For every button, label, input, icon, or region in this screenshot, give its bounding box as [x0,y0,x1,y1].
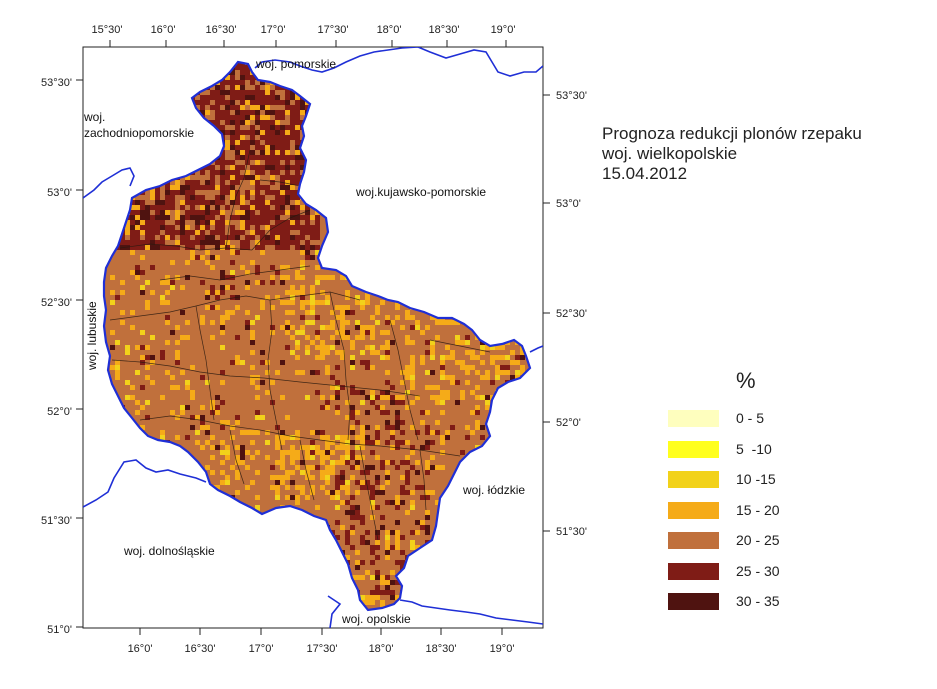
neighbour-boundaries [83,47,543,628]
top-axis-label: 19°0' [491,24,516,36]
top-axis-label: 17°30' [318,24,349,36]
legend-label: 25 - 30 [736,562,780,579]
legend-label: 30 - 35 [736,593,780,609]
bottom-axis-label: 18°30' [426,643,457,655]
bottom-axis-label: 16°0' [128,643,153,655]
legend-item: 15 - 20 [668,501,868,520]
boundary-west-north [83,167,135,199]
legend-swatch [668,562,719,580]
right-axis-labels: 53°30' 53°0' 52°30' 52°0' 51°30' [556,90,587,538]
bottom-axis-label: 17°30' [307,643,338,655]
title-line-1: Prognoza redukcji plonów rzepaku [602,124,862,143]
legend-item: 5 -10 [668,440,868,459]
top-axis-label: 18°0' [377,24,402,36]
left-axis-label: 51°30' [41,515,72,527]
legend-swatch [668,440,719,458]
title-line-2: woj. wielkopolskie [602,144,738,163]
region-label-kujawsko-pomorskie: woj.kujawsko-pomorskie [355,185,486,199]
left-axis-label: 52°0' [47,406,72,418]
boundary-west-south [83,459,207,508]
legend-swatch [668,471,719,488]
bottom-axis-label: 19°0' [490,643,515,655]
top-axis-labels: 15°30' 16°0' 16°30' 17°0' 17°30' 18°0' 18°30' 1… [92,24,516,36]
top-axis-label: 16°30' [206,24,237,36]
boundary-south [327,595,543,628]
legend-item: 25 - 30 [668,562,868,581]
legend-label: 5 -10 [736,440,772,457]
legend-label: 15 - 20 [736,501,780,518]
axis-ticks [76,40,550,635]
right-axis-label: 52°0' [556,417,581,429]
map-title: Prognoza redukcji plonów rzepaku woj. wi… [602,124,862,184]
right-axis-label: 53°0' [556,198,581,210]
legend-label: 10 -15 [736,471,776,487]
legend-swatch [668,593,719,610]
region-label-zachodniopomorskie-1: woj. [83,110,105,124]
top-axis-label: 17°0' [261,24,286,36]
left-axis-label: 53°0' [47,187,72,199]
boundary-east [529,345,543,353]
legend-label: 0 - 5 [736,410,765,426]
bottom-axis-label: 16°30' [185,643,216,655]
right-axis-label: 52°30' [556,308,587,320]
legend-item: 10 -15 [668,471,868,489]
legend-swatch [668,532,719,549]
bottom-axis-label: 17°0' [249,643,274,655]
region-label-lubuskie: woj. lubuskie [85,301,99,371]
right-axis-label: 51°30' [556,526,587,538]
county-boundaries [109,149,491,541]
region-label-lodzkie: woj. łódzkie [462,483,525,497]
legend-item: 30 - 35 [668,593,868,611]
left-axis-labels: 53°30' 53°0' 52°30' 52°0' 51°30' 51°0' [41,77,72,636]
region-label-zachodniopomorskie-2: zachodniopomorskie [84,126,194,140]
legend-item: 20 - 25 [668,532,868,550]
boundary-north [254,47,543,77]
left-axis-label: 52°30' [41,297,72,309]
legend-swatch [668,501,719,519]
region-label-opolskie: woj. opolskie [341,612,411,626]
legend-label: 20 - 25 [736,532,780,548]
top-axis-label: 16°0' [151,24,176,36]
legend-swatch [668,410,719,427]
region-label-pomorskie: woj. pomorskie [255,57,336,71]
left-axis-label: 53°30' [41,77,72,89]
top-axis-label: 18°30' [429,24,460,36]
top-axis-label: 15°30' [92,24,123,36]
bottom-axis-labels: 16°0' 16°30' 17°0' 17°30' 18°0' 18°30' 19°0' [128,643,515,655]
bottom-axis-label: 18°0' [369,643,394,655]
legend-title: % [736,368,756,393]
legend-item: 0 - 5 [668,410,868,428]
right-axis-label: 53°30' [556,90,587,102]
region-label-dolnoslaskie: woj. dolnośląskie [123,544,215,558]
map-border [82,46,544,629]
title-line-3: 15.04.2012 [602,164,688,183]
left-axis-label: 51°0' [47,624,72,636]
wielkopolska-boundary [102,60,532,612]
